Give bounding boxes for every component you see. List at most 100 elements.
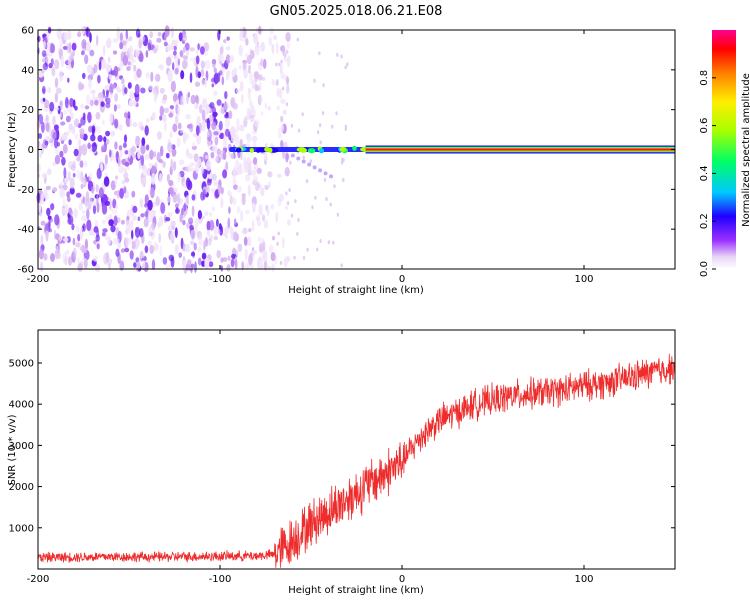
noise-blob <box>124 247 130 253</box>
noise-blob <box>89 32 92 43</box>
noise-blob <box>198 234 203 247</box>
noise-blob <box>155 73 161 82</box>
noise-blob <box>140 154 145 166</box>
noise-blob <box>180 128 184 134</box>
noise-blob <box>96 168 102 180</box>
noise-blob <box>244 263 249 270</box>
noise-blob <box>48 218 51 230</box>
noise-blob <box>131 190 136 198</box>
x-tick-label: 100 <box>574 274 593 285</box>
noise-blob <box>178 252 182 258</box>
noise-blob <box>200 46 205 55</box>
spectrogram-xlabel: Height of straight line (km) <box>288 285 424 296</box>
noise-blob <box>134 83 140 95</box>
noise-blob <box>135 135 140 142</box>
noise-blob <box>211 188 216 193</box>
noise-blob <box>225 161 228 171</box>
y-tick-label: 3000 <box>9 441 34 452</box>
noise-blob <box>167 142 173 153</box>
noise-blob <box>50 43 56 54</box>
noise-blob <box>323 177 327 182</box>
carrier-blob <box>319 148 324 154</box>
noise-blob <box>285 49 289 55</box>
noise-blob <box>273 34 278 41</box>
noise-blob <box>344 126 347 131</box>
noise-blob <box>108 198 112 210</box>
noise-blob <box>169 131 173 138</box>
noise-blob <box>237 243 243 252</box>
noise-blob <box>151 165 156 177</box>
noise-blob <box>254 119 260 128</box>
noise-blob <box>230 126 236 137</box>
noise-blob <box>124 112 128 119</box>
noise-blob <box>296 231 299 236</box>
noise-blob <box>276 105 281 111</box>
noise-blob <box>69 177 75 190</box>
noise-blob <box>222 151 227 160</box>
noise-blob <box>313 78 316 83</box>
noise-blob <box>284 256 291 263</box>
noise-blob <box>177 106 180 116</box>
noise-blob <box>241 93 244 104</box>
noise-blob <box>112 198 117 209</box>
noise-blob <box>46 41 51 53</box>
noise-blob <box>181 207 184 216</box>
noise-blob <box>342 178 345 182</box>
noise-blob <box>144 153 150 160</box>
y-tick-label: 40 <box>21 65 34 76</box>
noise-blob <box>65 59 70 65</box>
noise-blob <box>118 145 123 151</box>
noise-blob <box>189 47 195 52</box>
noise-blob <box>75 225 80 233</box>
noise-blob <box>104 154 108 165</box>
noise-blob <box>128 99 133 106</box>
noise-blob <box>66 131 69 136</box>
noise-blob <box>325 197 328 202</box>
noise-blob <box>176 136 181 148</box>
noise-blob <box>96 202 100 213</box>
noise-blob <box>47 52 53 57</box>
noise-blob <box>329 202 332 207</box>
noise-blob <box>169 105 174 110</box>
noise-blob <box>170 26 175 39</box>
colorbar-tick-label: 0.2 <box>699 213 710 229</box>
noise-blob <box>262 76 266 81</box>
noise-blob <box>285 76 290 85</box>
noise-blob <box>52 115 56 126</box>
noise-blob <box>235 118 240 128</box>
noise-blob <box>196 134 202 145</box>
noise-blob <box>215 154 219 164</box>
noise-blob <box>41 50 47 57</box>
noise-blob <box>182 131 187 144</box>
noise-blob <box>286 42 291 49</box>
noise-blob <box>59 150 64 158</box>
noise-blob <box>162 113 167 123</box>
noise-blob <box>94 99 99 106</box>
noise-blob <box>253 33 259 44</box>
noise-blob <box>122 40 127 46</box>
noise-blob <box>93 226 99 233</box>
noise-blob <box>54 154 61 165</box>
noise-blob <box>252 140 257 150</box>
noise-blob <box>228 110 233 120</box>
noise-blob <box>79 128 85 135</box>
noise-blob <box>55 147 60 156</box>
noise-blob <box>270 252 276 262</box>
noise-blob <box>59 37 63 50</box>
noise-blob <box>182 59 188 70</box>
noise-blob <box>285 32 291 42</box>
noise-blob <box>316 247 319 252</box>
noise-blob <box>237 125 242 130</box>
noise-blob <box>145 50 149 58</box>
noise-blob <box>286 219 291 227</box>
noise-blob <box>168 212 172 217</box>
noise-blob <box>125 29 129 40</box>
noise-blob <box>54 248 61 260</box>
noise-blob <box>107 236 111 245</box>
noise-blob <box>171 148 177 157</box>
noise-blob <box>213 235 218 241</box>
carrier-blob <box>256 147 261 153</box>
noise-blob <box>206 159 212 171</box>
